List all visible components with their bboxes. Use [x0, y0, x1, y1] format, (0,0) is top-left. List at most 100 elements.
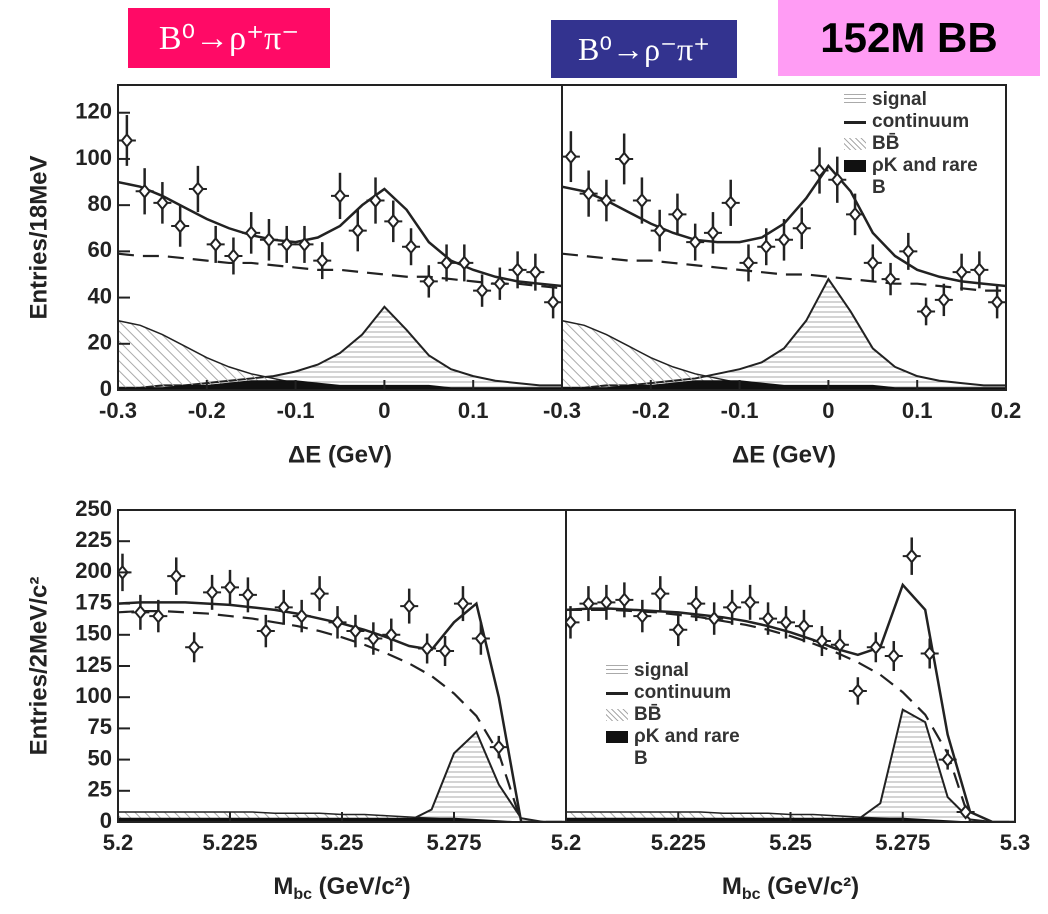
legend-label: BB̄	[634, 704, 662, 725]
legend-label: signal	[872, 89, 927, 110]
data-point	[671, 622, 685, 638]
y-tick-label: 60	[88, 237, 112, 262]
legend: signal continuum BB̄ ρK and rare B	[844, 89, 992, 199]
data-point	[618, 592, 631, 608]
legend-label: ρK and rare B	[872, 155, 978, 198]
legend-entry: BB̄	[606, 704, 754, 726]
y-tick-label: 100	[75, 145, 112, 170]
data-point	[438, 643, 452, 659]
data-point	[156, 195, 169, 211]
data-point	[761, 611, 775, 627]
data-point	[743, 594, 757, 610]
x-tick-label: 0.1	[458, 398, 489, 423]
data-point	[706, 225, 720, 241]
data-point	[851, 683, 865, 699]
data-point	[887, 648, 901, 664]
data-point	[813, 162, 826, 179]
x-label-main: M	[722, 873, 742, 900]
curve	[566, 608, 1015, 822]
x-tick-label: 0	[378, 398, 390, 423]
frame	[561, 84, 1007, 391]
data-point	[724, 195, 738, 211]
sample-label: 152M BB	[778, 0, 1040, 76]
data-point	[955, 264, 968, 280]
plot-area	[562, 131, 1006, 390]
data-point	[349, 623, 362, 639]
data-point	[333, 188, 347, 204]
y-tick-label: 25	[88, 777, 112, 802]
data-point	[280, 236, 294, 252]
curve	[118, 180, 562, 288]
x-label-main: M	[273, 873, 293, 900]
legend-entry: BB̄	[844, 133, 992, 155]
x-tick-label: -0.2	[188, 398, 226, 423]
legend-entry: ρK and rare B	[606, 726, 754, 770]
data-point	[422, 273, 436, 289]
data-point	[959, 804, 972, 820]
x-axis-label: Mbc (GeV/c²)	[273, 873, 410, 903]
x-axis-label: ΔE (GeV)	[732, 441, 836, 468]
channel-label: B⁰→ρ⁺π⁻	[128, 8, 330, 68]
data-point	[600, 192, 613, 209]
data-point	[848, 206, 862, 222]
data-point	[617, 151, 631, 167]
data-point	[902, 243, 915, 259]
area	[562, 380, 1006, 390]
data-point	[244, 225, 258, 241]
y-tick-label: 50	[88, 745, 112, 770]
data-point	[653, 223, 666, 239]
legend: signal continuum BB̄ ρK and rare B	[606, 660, 754, 770]
data-point	[759, 239, 773, 255]
data-point	[241, 587, 255, 603]
data-point	[779, 614, 793, 630]
legend-label: signal	[634, 660, 689, 681]
data-point	[725, 599, 739, 615]
data-point	[315, 253, 329, 269]
x-tick-label: 5.3	[1000, 830, 1031, 855]
data-point	[402, 598, 416, 614]
x-tick-label: -0.3	[99, 398, 137, 423]
y-tick-label: 40	[88, 283, 112, 308]
data-point	[384, 627, 398, 643]
data-point	[529, 264, 542, 280]
data-point	[919, 303, 933, 320]
x-tick-label: 5.2	[551, 830, 582, 855]
data-point	[227, 248, 240, 264]
data-point	[475, 283, 489, 299]
data-point	[386, 213, 400, 229]
legend-swatch	[844, 160, 866, 172]
data-point	[707, 611, 721, 627]
y-tick-label: 75	[88, 714, 112, 739]
data-point	[905, 548, 919, 564]
data-point	[795, 220, 809, 236]
x-tick-label: 5.275	[426, 830, 481, 855]
y-axis-label: Entries/18MeV	[25, 155, 52, 319]
data-point	[564, 149, 578, 165]
x-axis-label: Mbc (GeV/c²)	[722, 873, 859, 903]
data-point	[440, 255, 453, 271]
x-tick-label: 0.2	[991, 398, 1022, 423]
legend-swatch	[606, 731, 628, 743]
data-point	[138, 183, 151, 199]
data-point	[582, 186, 595, 202]
area	[118, 380, 562, 390]
data-point	[797, 618, 811, 634]
x-label-rest: (GeV/c²)	[312, 873, 411, 900]
legend-entry: signal	[844, 89, 992, 111]
data-point	[689, 596, 703, 612]
y-tick-label: 120	[75, 99, 112, 124]
data-point	[120, 132, 134, 149]
data-point	[688, 234, 702, 250]
frame	[117, 509, 567, 823]
data-point	[205, 584, 219, 600]
data-point	[259, 623, 273, 639]
legend-label: continuum	[872, 111, 970, 132]
channel-label: B⁰→ρ⁻π⁺	[551, 20, 737, 78]
area	[118, 730, 566, 822]
y-tick-label: 20	[88, 330, 112, 355]
x-tick-label: 5.225	[202, 830, 257, 855]
data-point	[351, 223, 365, 239]
y-tick-label: 225	[75, 527, 112, 552]
data-point	[298, 236, 311, 252]
